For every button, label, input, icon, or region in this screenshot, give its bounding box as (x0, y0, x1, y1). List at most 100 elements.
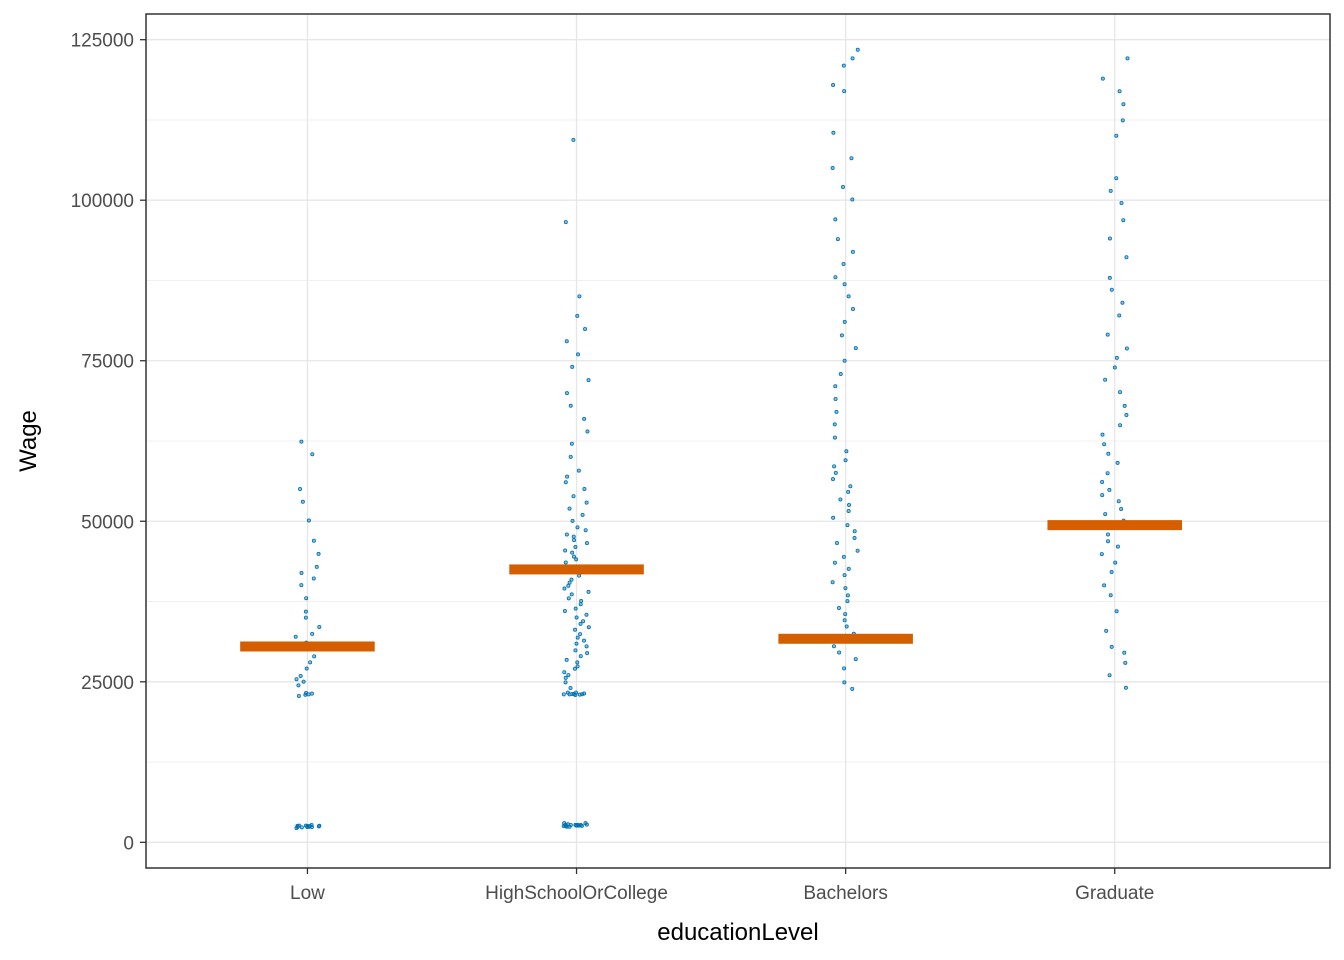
data-point (1118, 423, 1123, 428)
data-point (1106, 451, 1111, 456)
data-point (576, 352, 581, 357)
data-point (830, 477, 835, 482)
plot-panel-border (145, 13, 1331, 869)
data-point (837, 650, 842, 655)
data-point (847, 503, 852, 508)
data-point (841, 63, 846, 68)
data-point (849, 156, 854, 161)
y-axis-title: Wage (15, 410, 42, 472)
data-point (304, 596, 309, 601)
data-point (843, 458, 848, 463)
data-point (574, 615, 579, 620)
x-axis: Low HighSchoolOrCollege Bachelors Graduate (290, 868, 1154, 904)
data-point (569, 592, 574, 597)
data-point (310, 631, 315, 636)
data-point (1107, 275, 1112, 280)
data-point (578, 632, 583, 637)
data-point (316, 551, 321, 556)
data-point (1099, 552, 1104, 557)
data-point (568, 685, 573, 690)
data-point (571, 137, 576, 142)
data-point (841, 554, 846, 559)
data-point (1114, 176, 1119, 181)
data-point (832, 422, 837, 427)
data-point (844, 624, 849, 629)
data-point (299, 825, 304, 830)
data-point (832, 435, 837, 440)
data-point (842, 89, 847, 94)
data-point (563, 560, 568, 565)
data-point (850, 686, 855, 691)
data-point (846, 294, 851, 299)
data-point (584, 541, 589, 546)
data-point (563, 480, 568, 485)
data-point (299, 439, 304, 444)
data-point (843, 586, 848, 591)
data-point (317, 624, 322, 629)
data-point (1103, 512, 1108, 517)
data-point (834, 409, 839, 414)
data-point (563, 675, 568, 680)
data-point (1100, 432, 1105, 437)
data-point (306, 692, 311, 697)
data-point (831, 130, 836, 135)
data-point (852, 536, 857, 541)
data-point (1118, 390, 1123, 395)
data-point (584, 644, 589, 649)
data-point (563, 823, 568, 828)
data-point (1121, 218, 1126, 223)
data-point (571, 554, 576, 559)
data-point (307, 824, 312, 829)
data-point (1108, 188, 1113, 193)
data-point (571, 534, 576, 539)
data-point (580, 512, 585, 517)
data-point (1124, 413, 1129, 418)
x-tick-label: HighSchoolOrCollege (485, 883, 668, 904)
data-point (574, 557, 579, 562)
data-point (1107, 673, 1112, 678)
data-point (311, 538, 316, 543)
x-axis-title: educationLevel (657, 919, 818, 946)
data-point (1124, 346, 1129, 351)
y-tick-label: 75000 (81, 352, 134, 373)
data-point (571, 494, 576, 499)
data-point (833, 275, 838, 280)
data-point (1124, 255, 1129, 260)
data-point (1102, 583, 1107, 588)
median-bar (1047, 520, 1182, 531)
data-point (855, 548, 860, 553)
data-point (569, 577, 574, 582)
data-point (1125, 56, 1130, 61)
data-point (301, 679, 306, 684)
data-point (1119, 506, 1124, 511)
data-point (563, 220, 568, 225)
data-point (1117, 89, 1122, 94)
data-point (584, 500, 589, 505)
data-point (574, 641, 579, 646)
data-point (309, 691, 314, 696)
data-point (1109, 644, 1114, 649)
data-point (842, 666, 847, 671)
data-point (840, 185, 845, 190)
data-point (1114, 133, 1119, 138)
data-point (1100, 480, 1105, 485)
data-point (855, 47, 860, 52)
major-gridlines (146, 14, 1330, 868)
data-point (304, 666, 309, 671)
data-point (582, 416, 587, 421)
data-point (1119, 200, 1124, 205)
y-tick-label: 100000 (71, 191, 134, 212)
data-point (842, 573, 847, 578)
median-bar (509, 564, 644, 575)
data-point (831, 644, 836, 649)
data-point (575, 635, 580, 640)
minor-gridlines (146, 119, 1330, 763)
data-point (311, 576, 316, 581)
data-point (572, 666, 577, 671)
data-point (833, 397, 838, 402)
data-point (303, 609, 308, 614)
data-point (1100, 493, 1105, 498)
data-point (850, 197, 855, 202)
data-point (853, 346, 858, 351)
data-point (582, 638, 587, 643)
